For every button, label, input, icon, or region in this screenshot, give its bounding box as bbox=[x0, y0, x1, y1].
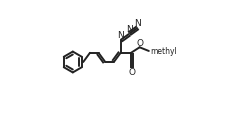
Text: O: O bbox=[128, 68, 136, 77]
Text: N: N bbox=[126, 25, 132, 34]
Text: N: N bbox=[134, 19, 141, 28]
Text: methyl: methyl bbox=[151, 47, 177, 56]
Text: O: O bbox=[136, 39, 143, 48]
Text: N: N bbox=[117, 31, 124, 40]
